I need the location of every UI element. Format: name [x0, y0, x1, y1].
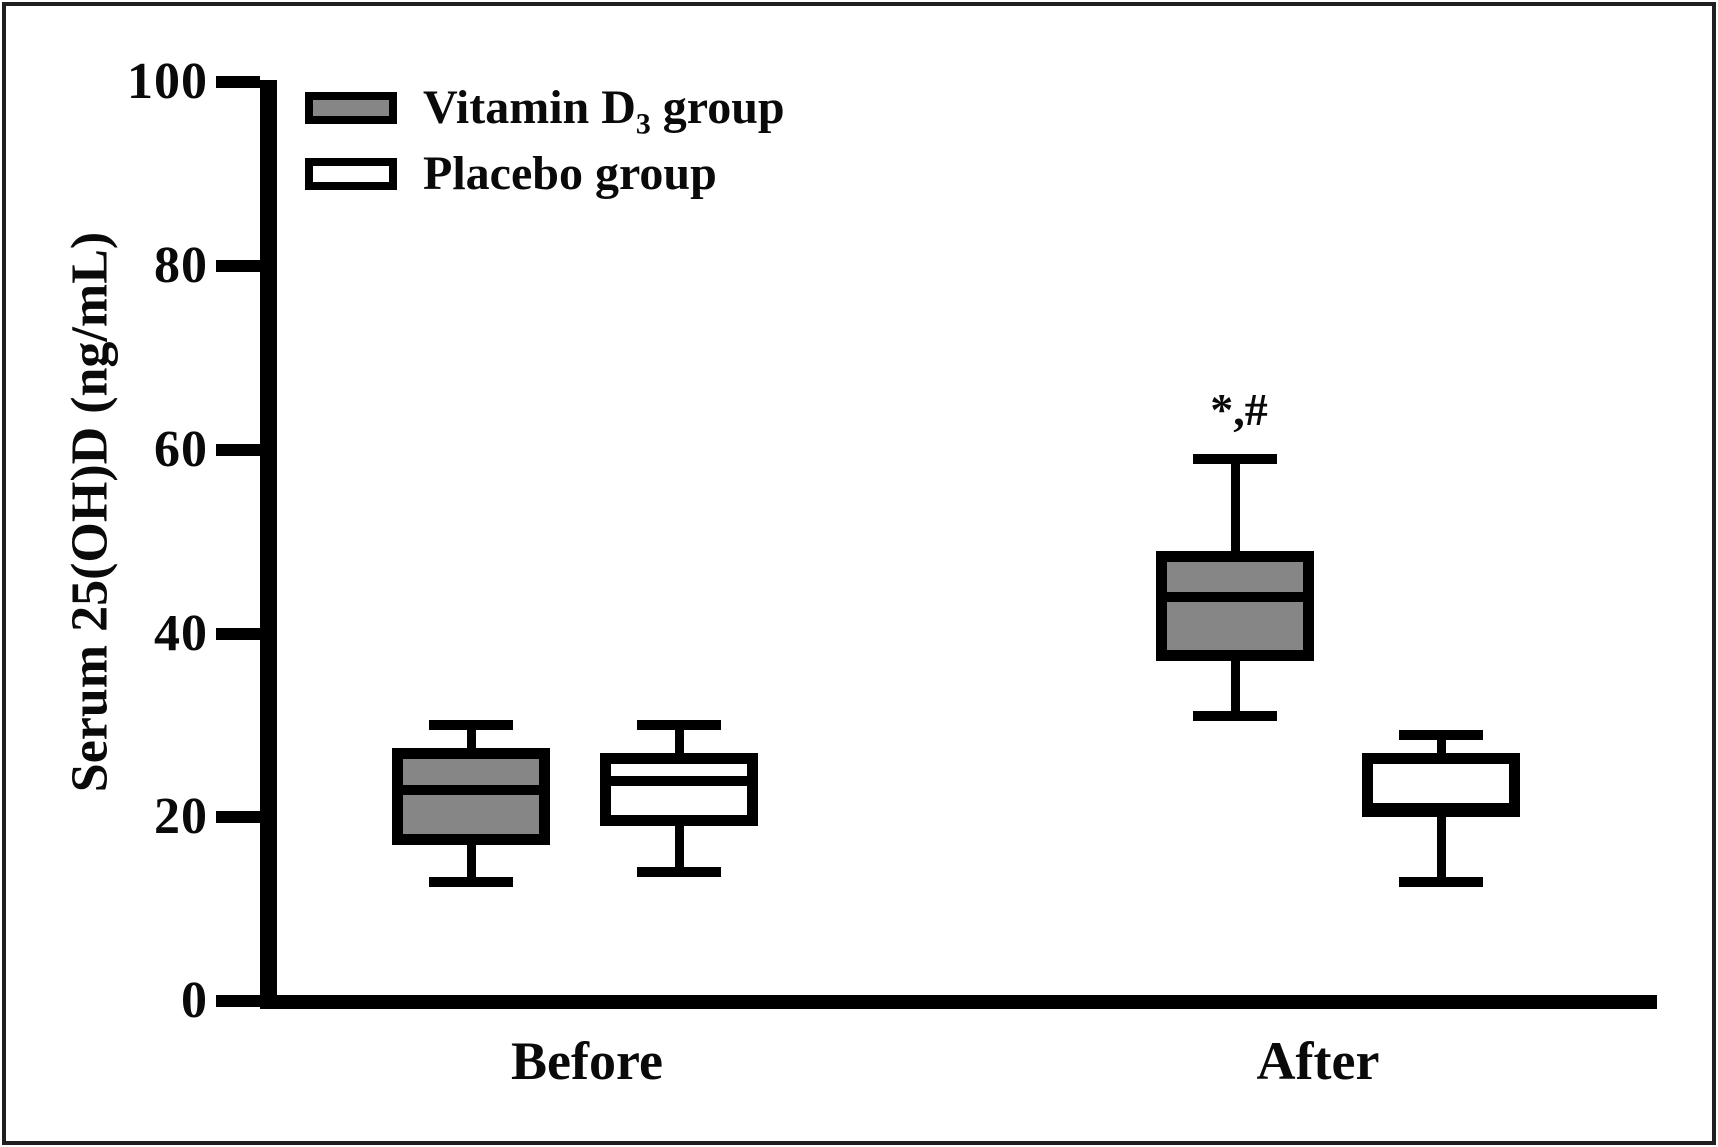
y-axis-title: Serum 25(OH)D (ng/mL)	[61, 231, 119, 793]
legend-label-placebo: Placebo group	[423, 150, 717, 198]
whisker-stem-top-vitamin-d3-after	[1230, 458, 1240, 551]
y-tick-label: 80	[154, 237, 208, 294]
legend-label-subscript: 3	[635, 107, 651, 141]
legend-row-placebo: Placebo group	[305, 150, 785, 198]
y-tick-label: 20	[154, 788, 208, 846]
y-axis-line	[260, 80, 277, 1009]
legend-label-text: Placebo group	[423, 147, 717, 200]
y-tick-mark	[216, 76, 260, 89]
legend-swatch-placebo	[305, 158, 397, 190]
median-vitamin-d3-before	[401, 784, 541, 795]
whisker-cap-bottom-placebo-before	[637, 867, 721, 878]
whisker-stem-top-placebo-before	[674, 725, 684, 753]
y-tick-label: 60	[154, 420, 208, 478]
whisker-stem-top-placebo-after	[1436, 734, 1446, 753]
box-vitamin-d3-after	[1156, 550, 1314, 662]
median-vitamin-d3-after	[1165, 591, 1305, 602]
legend-swatch-vitamin-d3	[305, 92, 397, 124]
y-tick-mark	[216, 260, 260, 272]
legend-label-text: Vitamin D	[423, 81, 636, 134]
y-tick-mark	[216, 811, 260, 824]
y-tick-mark	[216, 443, 260, 456]
whisker-stem-top-vitamin-d3-before	[466, 725, 476, 749]
x-category-label-before: Before	[511, 1031, 663, 1091]
whisker-stem-bottom-vitamin-d3-after	[1230, 661, 1240, 717]
legend-label-text: group	[650, 81, 785, 134]
y-tick-label: 0	[181, 972, 208, 1029]
x-axis-line	[260, 995, 1657, 1009]
legend-label-vitamin-d3: Vitamin D3 group	[423, 84, 785, 139]
whisker-stem-bottom-placebo-after	[1436, 817, 1446, 882]
median-placebo-after	[1371, 803, 1511, 814]
x-category-label-after: After	[1256, 1031, 1380, 1091]
y-tick-label: 40	[154, 604, 208, 662]
whisker-stem-bottom-vitamin-d3-before	[466, 844, 476, 882]
box-placebo-before	[600, 752, 758, 827]
legend: Vitamin D3 group Placebo group	[305, 84, 785, 218]
whisker-cap-bottom-vitamin-d3-before	[429, 876, 513, 887]
whisker-cap-bottom-placebo-after	[1399, 876, 1483, 887]
y-tick-mark	[216, 995, 260, 1007]
box-vitamin-d3-before	[392, 748, 550, 845]
whisker-cap-bottom-vitamin-d3-after	[1193, 711, 1277, 722]
significance-annotation-vitamin-d3-after: *,#	[1210, 383, 1268, 435]
legend-row-vitamin-d3: Vitamin D3 group	[305, 84, 785, 139]
median-placebo-before	[609, 775, 749, 786]
y-tick-label: 100	[127, 53, 208, 111]
y-tick-mark	[216, 627, 260, 640]
whisker-stem-bottom-placebo-before	[674, 826, 684, 873]
